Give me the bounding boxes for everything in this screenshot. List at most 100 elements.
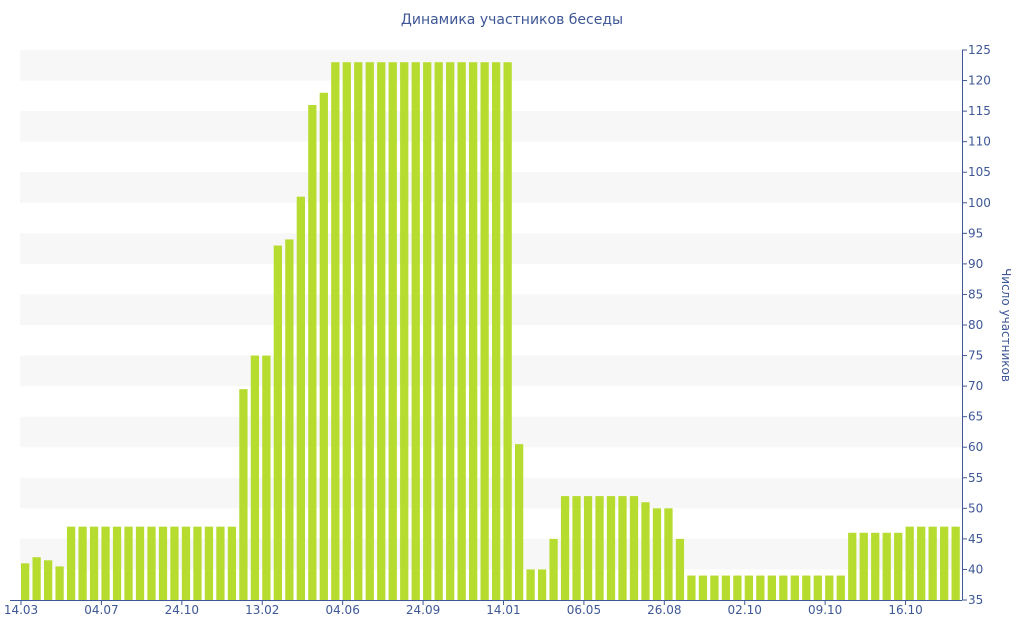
bar[interactable] (859, 532, 868, 600)
bar[interactable] (733, 575, 742, 600)
bar[interactable] (227, 526, 237, 600)
bar[interactable] (675, 538, 685, 600)
bar[interactable] (917, 526, 926, 600)
bar[interactable] (710, 575, 719, 600)
bar[interactable] (744, 575, 754, 600)
bar[interactable] (480, 62, 489, 600)
bar[interactable] (537, 569, 547, 600)
bar[interactable] (457, 62, 466, 600)
bar[interactable] (871, 532, 880, 600)
bar[interactable] (848, 532, 857, 600)
bar[interactable] (572, 496, 581, 600)
bar[interactable] (78, 526, 87, 600)
bar[interactable] (377, 62, 386, 600)
bar[interactable] (147, 526, 156, 600)
bar[interactable] (802, 575, 811, 600)
grid-band (20, 294, 962, 325)
bar[interactable] (560, 496, 570, 600)
x-tick-label: 24.10 (165, 603, 199, 617)
bar[interactable] (411, 62, 420, 600)
bar[interactable] (285, 239, 294, 600)
bar[interactable] (101, 526, 110, 600)
bar[interactable] (112, 526, 122, 600)
bar[interactable] (319, 92, 328, 601)
bar[interactable] (526, 569, 535, 600)
bar[interactable] (652, 508, 662, 600)
x-tick-label: 06.05 (567, 603, 601, 617)
grid-band (20, 50, 962, 81)
bar[interactable] (595, 496, 604, 600)
bar[interactable] (250, 355, 260, 600)
bar[interactable] (825, 575, 834, 600)
bar[interactable] (629, 496, 639, 600)
bar[interactable] (43, 560, 53, 600)
grid-band (20, 233, 962, 264)
bar[interactable] (273, 245, 283, 601)
bar[interactable] (928, 526, 937, 600)
bar[interactable] (262, 355, 271, 600)
bar[interactable] (767, 575, 776, 600)
bar[interactable] (446, 62, 455, 600)
bar[interactable] (940, 526, 949, 600)
x-tick-label: 02.10 (728, 603, 762, 617)
bar[interactable] (388, 62, 397, 600)
bar[interactable] (492, 62, 501, 600)
bar[interactable] (342, 62, 351, 600)
grid-band (20, 416, 962, 448)
bar[interactable] (434, 62, 443, 600)
bar[interactable] (66, 526, 76, 600)
bar[interactable] (170, 526, 179, 600)
bar[interactable] (905, 526, 914, 600)
bar[interactable] (951, 526, 960, 600)
bar[interactable] (331, 62, 340, 600)
bar[interactable] (836, 575, 845, 600)
y-tick-label: 120 (968, 74, 991, 88)
bar[interactable] (756, 575, 765, 600)
chart-title: Динамика участников беседы (400, 12, 624, 28)
y-tick-label: 80 (968, 318, 983, 332)
y-tick-label: 125 (968, 43, 991, 57)
bar[interactable] (423, 62, 432, 600)
x-tick-label: 04.07 (84, 603, 118, 617)
bar[interactable] (583, 496, 593, 600)
bar[interactable] (514, 444, 524, 600)
bar[interactable] (606, 496, 616, 600)
bar[interactable] (204, 526, 214, 600)
bar[interactable] (124, 526, 133, 600)
bar[interactable] (193, 526, 202, 600)
bar[interactable] (365, 62, 374, 600)
bar[interactable] (469, 62, 478, 600)
bar[interactable] (664, 508, 673, 600)
bar[interactable] (790, 575, 799, 600)
bar[interactable] (308, 105, 317, 600)
bar[interactable] (21, 563, 30, 600)
bar[interactable] (55, 566, 64, 600)
bar[interactable] (882, 532, 891, 600)
x-tick-label: 24.09 (406, 603, 440, 617)
bar[interactable] (813, 575, 822, 600)
bar[interactable] (400, 62, 409, 600)
bar[interactable] (89, 526, 99, 600)
bar[interactable] (779, 575, 788, 600)
bar[interactable] (296, 196, 305, 600)
bar[interactable] (135, 526, 145, 600)
bar[interactable] (687, 575, 696, 600)
bar[interactable] (158, 526, 168, 600)
bar[interactable] (549, 538, 558, 600)
bar[interactable] (32, 557, 41, 600)
bar[interactable] (503, 62, 512, 600)
bar[interactable] (894, 532, 903, 600)
bar-series (21, 62, 960, 601)
bar[interactable] (618, 496, 627, 600)
bar[interactable] (181, 526, 191, 600)
grid-band (20, 111, 962, 142)
bar[interactable] (354, 62, 363, 600)
bar[interactable] (721, 575, 731, 600)
bar[interactable] (698, 575, 708, 600)
y-tick-label: 35 (968, 593, 983, 607)
bar[interactable] (239, 389, 248, 600)
bar[interactable] (641, 502, 650, 600)
bar[interactable] (216, 526, 225, 600)
